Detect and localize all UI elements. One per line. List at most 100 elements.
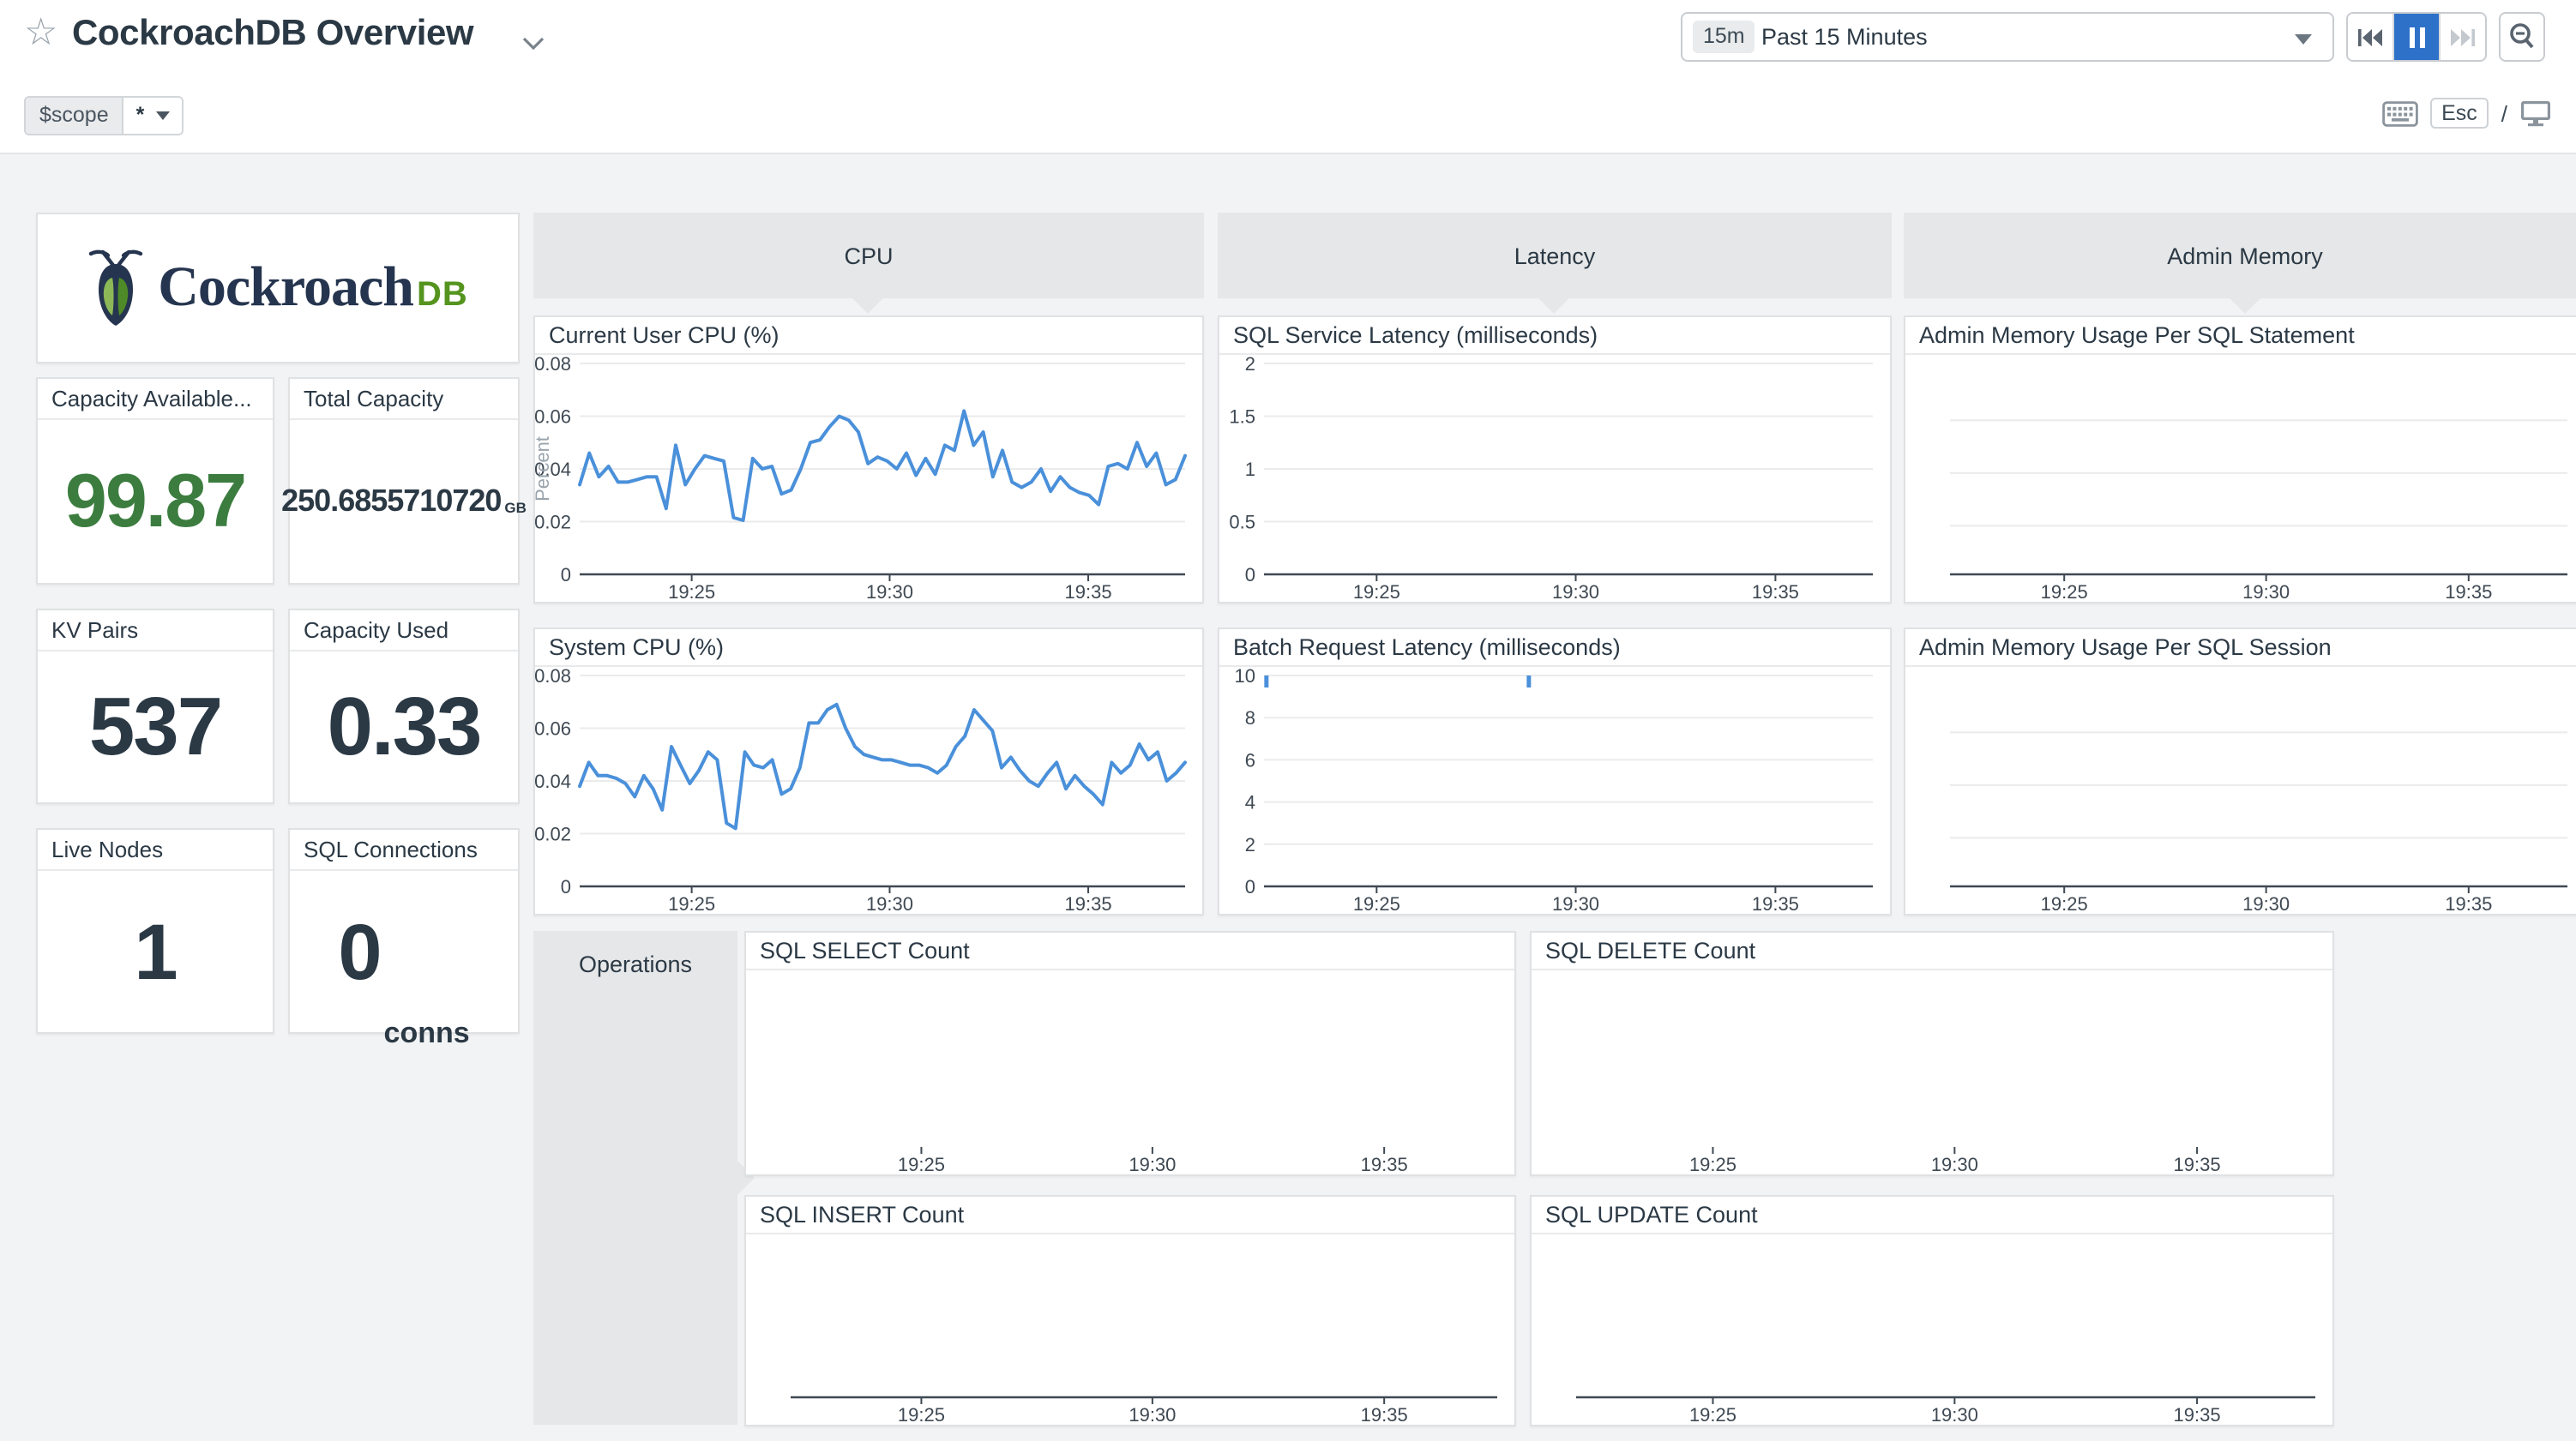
chart-plot-current-user-cpu[interactable]: 0.08 0.06 0.04 0.02 0 19:25 19:30 19:35 Percent bbox=[535, 355, 1202, 602]
chart-plot-sql-select-count[interactable]: 19:25 19:30 19:35 bbox=[746, 970, 1514, 1174]
chart-title: Batch Request Latency (milliseconds) bbox=[1219, 629, 1890, 667]
svg-text:0.04: 0.04 bbox=[535, 459, 571, 480]
stat-card-capacity-used[interactable]: Capacity Used 0.33 bbox=[288, 609, 520, 804]
svg-text:19:25: 19:25 bbox=[1353, 893, 1400, 914]
stat-card-sql-connections[interactable]: SQL Connections 0 conns bbox=[288, 828, 520, 1049]
svg-text:0.08: 0.08 bbox=[535, 355, 571, 375]
group-header-operations[interactable]: Operations bbox=[533, 931, 737, 1425]
pause-icon bbox=[2409, 27, 2424, 47]
dashboard-content: Cockroach DB Capacity Available... 99.87 … bbox=[0, 154, 2576, 1441]
svg-text:19:35: 19:35 bbox=[1065, 581, 1112, 602]
cockroach-bug-icon bbox=[89, 249, 143, 326]
svg-text:19:30: 19:30 bbox=[2242, 581, 2290, 602]
zoom-out-button[interactable] bbox=[2499, 12, 2545, 62]
svg-text:6: 6 bbox=[1245, 749, 1255, 771]
svg-text:19:25: 19:25 bbox=[898, 1404, 945, 1425]
chart-plot-admin-memory-statement[interactable]: 19:25 19:30 19:35 bbox=[1905, 355, 2576, 602]
template-variable-scope[interactable]: $scope * bbox=[24, 96, 184, 135]
pause-button[interactable] bbox=[2394, 14, 2441, 60]
stat-card-capacity-available[interactable]: Capacity Available... 99.87 bbox=[36, 377, 274, 585]
chart-card-current-user-cpu[interactable]: Current User CPU (%) 0.08 0.06 0.04 0.02 0 19… bbox=[533, 315, 1204, 603]
stat-title: SQL Connections bbox=[290, 830, 518, 871]
group-label: CPU bbox=[844, 243, 894, 268]
svg-text:0.02: 0.02 bbox=[535, 824, 571, 845]
stat-card-total-capacity[interactable]: Total Capacity 250.6855710720 GB bbox=[281, 377, 527, 585]
chart-plot-sql-delete-count[interactable]: 19:25 19:30 19:35 bbox=[1532, 970, 2332, 1174]
svg-text:1.5: 1.5 bbox=[1229, 406, 1255, 428]
group-header-cpu[interactable]: CPU bbox=[533, 213, 1204, 298]
svg-text:0.06: 0.06 bbox=[535, 406, 571, 428]
playback-controls bbox=[2346, 12, 2487, 62]
svg-text:19:30: 19:30 bbox=[1931, 1154, 1978, 1174]
stat-value: 537 bbox=[88, 681, 223, 772]
stat-title: KV Pairs bbox=[38, 610, 273, 651]
title-chevron-down-icon[interactable] bbox=[521, 29, 545, 60]
svg-text:19:25: 19:25 bbox=[2041, 893, 2088, 914]
group-label: Latency bbox=[1514, 243, 1596, 268]
time-range-label: Past 15 Minutes bbox=[1761, 24, 1928, 50]
chart-card-system-cpu[interactable]: System CPU (%) 0.08 0.06 0.04 0.02 0 19:25 19:… bbox=[533, 627, 1204, 916]
svg-text:19:30: 19:30 bbox=[1552, 893, 1599, 914]
svg-text:0.08: 0.08 bbox=[535, 667, 571, 687]
chart-card-admin-memory-session[interactable]: Admin Memory Usage Per SQL Session 19:25… bbox=[1904, 627, 2576, 916]
scope-caret-icon bbox=[156, 111, 171, 120]
chart-title: Admin Memory Usage Per SQL Statement bbox=[1905, 317, 2576, 355]
chart-plot-sql-update-count[interactable]: 19:25 19:30 19:35 bbox=[1532, 1234, 2332, 1425]
svg-text:0: 0 bbox=[1245, 876, 1255, 898]
group-tail-admin-memory bbox=[2230, 298, 2260, 314]
svg-text:2: 2 bbox=[1245, 355, 1255, 375]
svg-text:19:35: 19:35 bbox=[2174, 1154, 2221, 1174]
chart-title: System CPU (%) bbox=[535, 629, 1202, 667]
svg-text:4: 4 bbox=[1245, 792, 1255, 814]
svg-text:0.06: 0.06 bbox=[535, 718, 571, 740]
svg-text:Percent: Percent bbox=[535, 436, 553, 501]
keyboard-icon[interactable] bbox=[2381, 100, 2417, 126]
chart-card-sql-insert-count[interactable]: SQL INSERT Count 19:25 19:30 19:35 bbox=[744, 1195, 1516, 1426]
chart-card-sql-service-latency[interactable]: SQL Service Latency (milliseconds) 2 1.5 1… bbox=[1218, 315, 1892, 603]
chart-card-sql-select-count[interactable]: SQL SELECT Count 19:25 19:30 19:35 bbox=[744, 931, 1516, 1176]
svg-text:19:30: 19:30 bbox=[1129, 1404, 1176, 1425]
fast-forward-button[interactable] bbox=[2441, 14, 2485, 60]
chart-plot-sql-insert-count[interactable]: 19:25 19:30 19:35 bbox=[746, 1234, 1514, 1425]
stat-title: Capacity Available... bbox=[38, 379, 273, 420]
chart-title: SQL SELECT Count bbox=[746, 933, 1514, 970]
svg-text:0.5: 0.5 bbox=[1229, 512, 1255, 533]
stat-title: Live Nodes bbox=[38, 830, 273, 871]
chart-plot-sql-service-latency[interactable]: 2 1.5 1 0.5 0 19:25 19:30 19:35 bbox=[1219, 355, 1890, 602]
stat-unit: conns bbox=[383, 1017, 470, 1049]
svg-text:1: 1 bbox=[1245, 459, 1255, 480]
time-range-picker[interactable]: 15m Past 15 Minutes bbox=[1681, 12, 2334, 62]
tv-mode-icon[interactable] bbox=[2519, 99, 2552, 127]
svg-text:10: 10 bbox=[1235, 667, 1255, 687]
chart-card-batch-request-latency[interactable]: Batch Request Latency (milliseconds) 10 8… bbox=[1218, 627, 1892, 916]
stat-card-kv-pairs[interactable]: KV Pairs 537 bbox=[36, 609, 274, 804]
svg-text:19:35: 19:35 bbox=[1065, 893, 1112, 914]
svg-text:19:35: 19:35 bbox=[1752, 893, 1799, 914]
svg-text:19:30: 19:30 bbox=[866, 893, 913, 914]
chart-card-sql-update-count[interactable]: SQL UPDATE Count 19:25 19:30 19:35 bbox=[1530, 1195, 2334, 1426]
chart-plot-batch-request-latency[interactable]: 10 8 6 4 2 0 19:25 19:30 19:35 bbox=[1219, 667, 1890, 914]
svg-text:19:25: 19:25 bbox=[668, 893, 715, 914]
svg-text:19:30: 19:30 bbox=[1931, 1404, 1978, 1425]
page-title: CockroachDB Overview bbox=[72, 14, 474, 53]
favorite-star-icon[interactable]: ☆ bbox=[24, 10, 58, 53]
chart-title: SQL Service Latency (milliseconds) bbox=[1219, 317, 1890, 355]
chart-card-admin-memory-statement[interactable]: Admin Memory Usage Per SQL Statement 19:… bbox=[1904, 315, 2576, 603]
svg-text:19:35: 19:35 bbox=[2174, 1404, 2221, 1425]
svg-text:19:25: 19:25 bbox=[1689, 1404, 1736, 1425]
svg-text:19:35: 19:35 bbox=[2445, 893, 2492, 914]
group-label: Operations bbox=[578, 952, 693, 977]
magnifier-minus-icon bbox=[2510, 23, 2534, 49]
group-header-admin-memory[interactable]: Admin Memory bbox=[1904, 213, 2576, 298]
chart-plot-system-cpu[interactable]: 0.08 0.06 0.04 0.02 0 19:25 19:30 19:35 bbox=[535, 667, 1202, 914]
group-tail-latency bbox=[1538, 298, 1569, 314]
group-header-latency[interactable]: Latency bbox=[1218, 213, 1892, 298]
stat-title: Total Capacity bbox=[290, 379, 518, 420]
stat-card-live-nodes[interactable]: Live Nodes 1 bbox=[36, 828, 274, 1034]
chart-title: Current User CPU (%) bbox=[535, 317, 1202, 355]
template-variable-value[interactable]: * bbox=[123, 98, 183, 134]
chart-plot-admin-memory-session[interactable]: 19:25 19:30 19:35 bbox=[1905, 667, 2576, 914]
rewind-button[interactable] bbox=[2348, 14, 2394, 60]
chart-card-sql-delete-count[interactable]: SQL DELETE Count 19:25 19:30 19:35 bbox=[1530, 931, 2334, 1176]
